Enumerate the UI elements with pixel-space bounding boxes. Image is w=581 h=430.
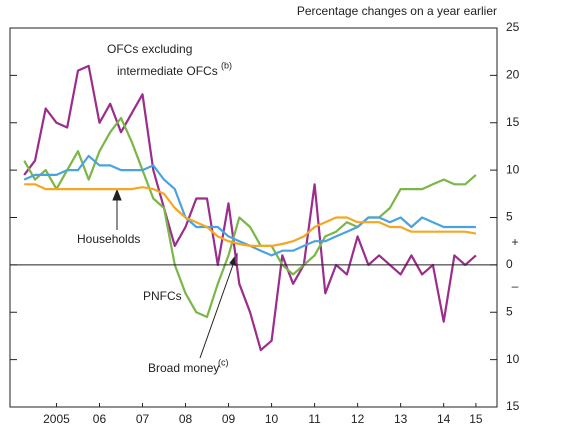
x-tick-label: 12 [351,412,365,426]
y-tick-label: 15 [506,399,520,413]
x-tick-label: 06 [93,412,107,426]
y-tick-label: 25 [506,20,520,34]
series-line [23,116,477,319]
y-tick-label: 20 [506,68,520,82]
annotation-note: (c) [218,357,229,367]
arrow-head [112,188,122,201]
annotation: OFCs excluding [107,42,192,56]
x-tick-label: 2005 [43,412,70,426]
sign: + [511,235,518,249]
annotation: Households [77,232,140,246]
annotation: PNFCs [143,289,182,303]
y-tick-label: 5 [506,304,513,318]
x-tick-label: 15 [469,412,483,426]
series-line [24,183,477,247]
arrow [199,261,235,359]
x-tick-label: 14 [437,412,451,426]
annotation: Broad money [148,361,219,375]
y-tick-label: 10 [506,162,520,176]
units-label: Percentage changes on a year earlier [297,4,497,18]
arrows [112,188,238,359]
sign: – [512,279,519,293]
annotation: intermediate OFCs [117,64,218,78]
series-line [23,64,477,352]
y-tick-label: 0 [506,257,513,271]
x-tick-label: 10 [265,412,279,426]
x-tick-label: 11 [308,412,321,426]
x-tick-label: 08 [179,412,193,426]
x-tick-label: 07 [136,412,150,426]
y-tick-label: 5 [506,210,513,224]
x-tick-label: 09 [222,412,236,426]
y-tick-label: 15 [506,115,520,129]
annotation-note: (b) [221,60,232,70]
x-tick-label: 13 [394,412,408,426]
y-tick-label: 10 [506,352,520,366]
